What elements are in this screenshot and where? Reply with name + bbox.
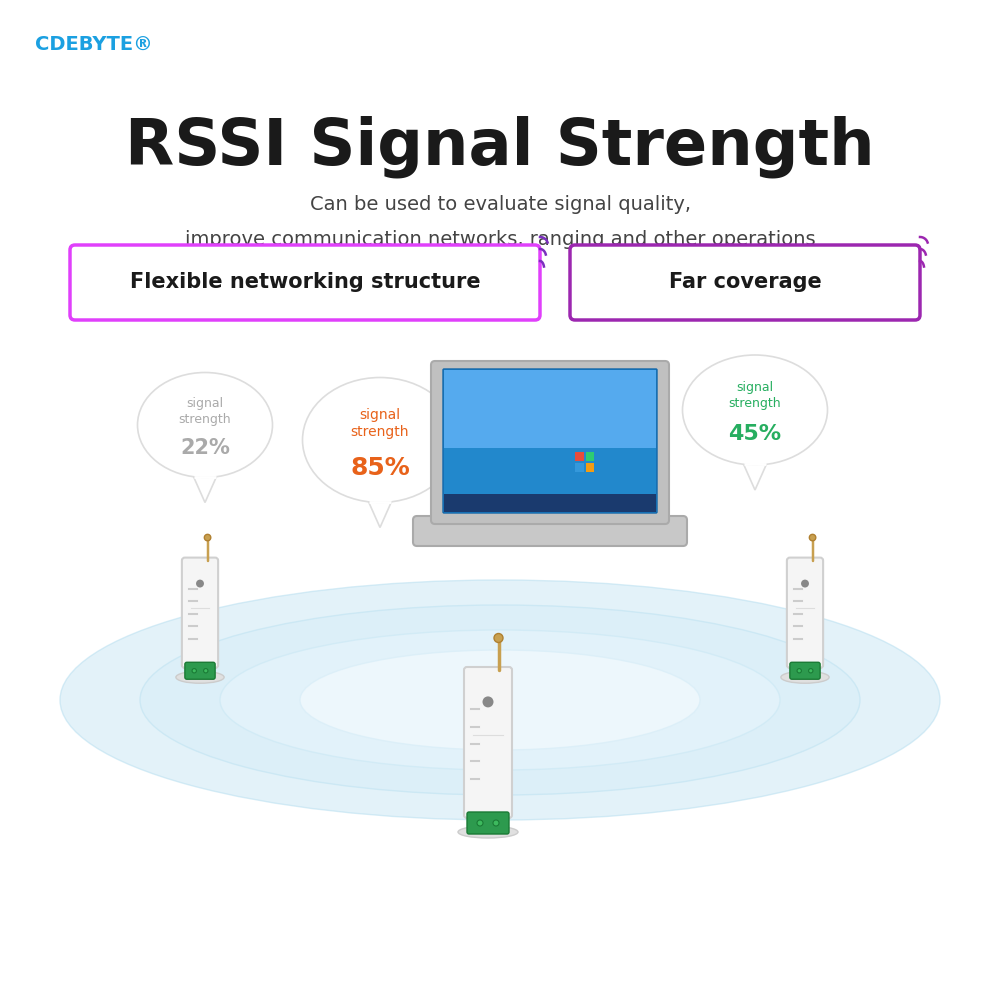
Ellipse shape	[458, 826, 518, 838]
Ellipse shape	[682, 355, 828, 465]
FancyBboxPatch shape	[182, 558, 218, 668]
FancyBboxPatch shape	[570, 245, 920, 320]
FancyBboxPatch shape	[185, 662, 215, 679]
Ellipse shape	[300, 650, 700, 750]
Polygon shape	[193, 476, 217, 503]
Circle shape	[809, 534, 816, 541]
Polygon shape	[368, 501, 392, 528]
Ellipse shape	[220, 630, 780, 770]
FancyBboxPatch shape	[574, 452, 584, 461]
FancyBboxPatch shape	[431, 361, 669, 524]
Text: 85%: 85%	[350, 456, 410, 480]
Circle shape	[493, 820, 499, 826]
Polygon shape	[743, 463, 767, 490]
Text: RSSI Signal Strength: RSSI Signal Strength	[125, 115, 875, 178]
Text: signal
strength: signal strength	[351, 408, 409, 439]
Circle shape	[204, 534, 211, 541]
FancyBboxPatch shape	[586, 452, 594, 461]
Ellipse shape	[176, 671, 224, 683]
Text: Far coverage: Far coverage	[669, 272, 821, 292]
FancyBboxPatch shape	[787, 558, 823, 668]
Text: 22%: 22%	[180, 438, 230, 458]
FancyBboxPatch shape	[574, 463, 584, 472]
Circle shape	[797, 669, 801, 673]
Text: Can be used to evaluate signal quality,: Can be used to evaluate signal quality,	[310, 195, 690, 214]
Text: improve communication networks, ranging and other operations: improve communication networks, ranging …	[185, 230, 815, 249]
Text: signal
strength: signal strength	[179, 397, 231, 426]
FancyBboxPatch shape	[444, 370, 656, 448]
Circle shape	[809, 669, 813, 673]
Ellipse shape	[302, 377, 458, 502]
FancyBboxPatch shape	[70, 245, 540, 320]
Text: signal
strength: signal strength	[729, 381, 781, 410]
FancyBboxPatch shape	[790, 662, 820, 679]
Circle shape	[196, 580, 204, 588]
Ellipse shape	[137, 372, 272, 478]
Text: 45%: 45%	[728, 424, 782, 444]
FancyBboxPatch shape	[443, 369, 657, 513]
Circle shape	[801, 580, 809, 588]
Circle shape	[494, 634, 503, 643]
Circle shape	[482, 696, 494, 707]
Ellipse shape	[781, 671, 829, 683]
FancyBboxPatch shape	[467, 812, 509, 834]
Circle shape	[192, 669, 196, 673]
FancyBboxPatch shape	[586, 463, 594, 472]
Text: CDEBYTE®: CDEBYTE®	[35, 35, 153, 54]
FancyBboxPatch shape	[413, 516, 687, 546]
Ellipse shape	[60, 580, 940, 820]
Ellipse shape	[140, 605, 860, 795]
FancyBboxPatch shape	[444, 494, 656, 512]
Circle shape	[477, 820, 483, 826]
Circle shape	[204, 669, 208, 673]
Text: Flexible networking structure: Flexible networking structure	[130, 272, 480, 292]
FancyBboxPatch shape	[464, 667, 512, 818]
